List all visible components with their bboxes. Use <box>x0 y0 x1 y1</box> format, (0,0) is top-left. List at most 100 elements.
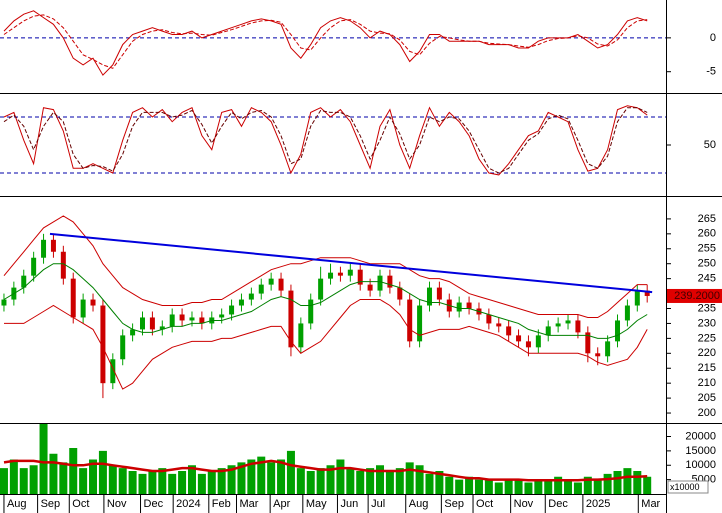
volume-bar <box>286 450 295 494</box>
candle-body <box>189 317 195 321</box>
volume-bar <box>376 465 385 494</box>
candle-body <box>456 302 462 312</box>
volume-bar <box>69 448 78 494</box>
candle-body <box>397 287 403 300</box>
candle-body <box>140 317 146 330</box>
y-tick-label: 210 <box>698 377 716 389</box>
volume-bar <box>197 473 206 494</box>
candle-body <box>80 299 86 318</box>
volume-bar <box>633 471 642 494</box>
volume-bar <box>108 465 117 494</box>
y-tick-label: 20000 <box>685 430 716 442</box>
volume-bar <box>623 468 632 494</box>
candle-body <box>169 314 175 327</box>
y-tick-label: 0 <box>710 32 716 44</box>
candle-body <box>555 323 561 327</box>
volume-bar <box>455 479 464 494</box>
candle-body <box>130 329 136 336</box>
volume-bar <box>583 476 592 494</box>
series-line <box>3 263 648 339</box>
volume-bar <box>425 473 434 494</box>
volume-bar <box>643 476 652 494</box>
volume-bar <box>237 462 246 494</box>
candle-body <box>179 314 185 321</box>
candle-body <box>248 293 254 300</box>
volume-bar <box>98 450 107 494</box>
volume-bar <box>534 479 543 494</box>
candle-body <box>436 287 442 300</box>
series-line <box>3 105 648 176</box>
x-tick-label: Sep <box>41 498 61 510</box>
candle-body <box>486 314 492 324</box>
x-tick-label: Jul <box>371 498 385 510</box>
candle-body <box>328 272 334 279</box>
candle-body <box>100 305 106 384</box>
y-tick-label: 230 <box>698 317 716 329</box>
candle-body <box>615 320 621 342</box>
x-tick-label: Nov <box>107 498 127 510</box>
volume-bar <box>59 462 68 494</box>
volume-bar <box>267 462 276 494</box>
panel <box>0 10 666 76</box>
last-price-box <box>667 288 722 303</box>
volume-bar <box>29 465 38 494</box>
volume-bar <box>415 465 424 494</box>
volume-bar <box>573 482 582 494</box>
volume-bar <box>49 453 58 494</box>
candle-body <box>50 239 56 252</box>
panel <box>1 215 653 399</box>
y-tick-label: 255 <box>698 243 716 255</box>
volume-bar <box>474 479 483 494</box>
candle-body <box>308 299 314 324</box>
x-tick-label: Oct <box>72 498 89 510</box>
volume-bar <box>168 473 177 494</box>
candle-body <box>644 290 650 296</box>
panel <box>0 105 666 176</box>
volume-bar <box>316 468 325 494</box>
series-line <box>3 107 648 174</box>
x-tick-label: 2024 <box>176 498 200 510</box>
x-tick-label: May <box>306 498 327 510</box>
volume-bar <box>187 465 196 494</box>
volume-bar <box>118 468 127 494</box>
series-line <box>3 14 648 69</box>
volume-bar <box>356 471 365 494</box>
x-tick-label: Mar <box>240 498 259 510</box>
x-tick-label: Aug <box>7 498 27 510</box>
volume-bar <box>346 468 355 494</box>
candle-body <box>70 278 76 318</box>
volume-bar <box>465 476 474 494</box>
candle-body <box>624 305 630 321</box>
candle-body <box>21 275 27 288</box>
x-tick-label: Oct <box>476 498 493 510</box>
volume-bar <box>128 471 137 494</box>
volume-bar <box>395 468 404 494</box>
candle-body <box>407 299 413 342</box>
volume-bar <box>247 459 256 494</box>
candle-body <box>60 251 66 279</box>
volume-bar <box>603 473 612 494</box>
y-tick-label: 225 <box>698 332 716 344</box>
volume-bar <box>544 479 553 494</box>
candle-body <box>367 284 373 291</box>
y-tick-label: 50 <box>704 139 716 151</box>
volume-bar <box>504 479 513 494</box>
volume-bar <box>178 471 187 494</box>
volume-bar <box>148 471 157 494</box>
y-tick-label: 205 <box>698 392 716 404</box>
volume-bar <box>593 479 602 494</box>
candle-body <box>347 269 353 276</box>
candle-body <box>496 323 502 327</box>
candle-body <box>595 353 601 357</box>
x-tick-label: Mar <box>641 498 660 510</box>
volume-bar <box>306 471 315 494</box>
candle-body <box>357 269 363 285</box>
y-tick-label: 235 <box>698 302 716 314</box>
y-tick-label: 215 <box>698 362 716 374</box>
volume-bar <box>326 465 335 494</box>
x-tick-label: 2025 <box>586 498 610 510</box>
candle-body <box>149 317 155 330</box>
volume-bar <box>89 459 98 494</box>
candle-body <box>1 299 7 306</box>
